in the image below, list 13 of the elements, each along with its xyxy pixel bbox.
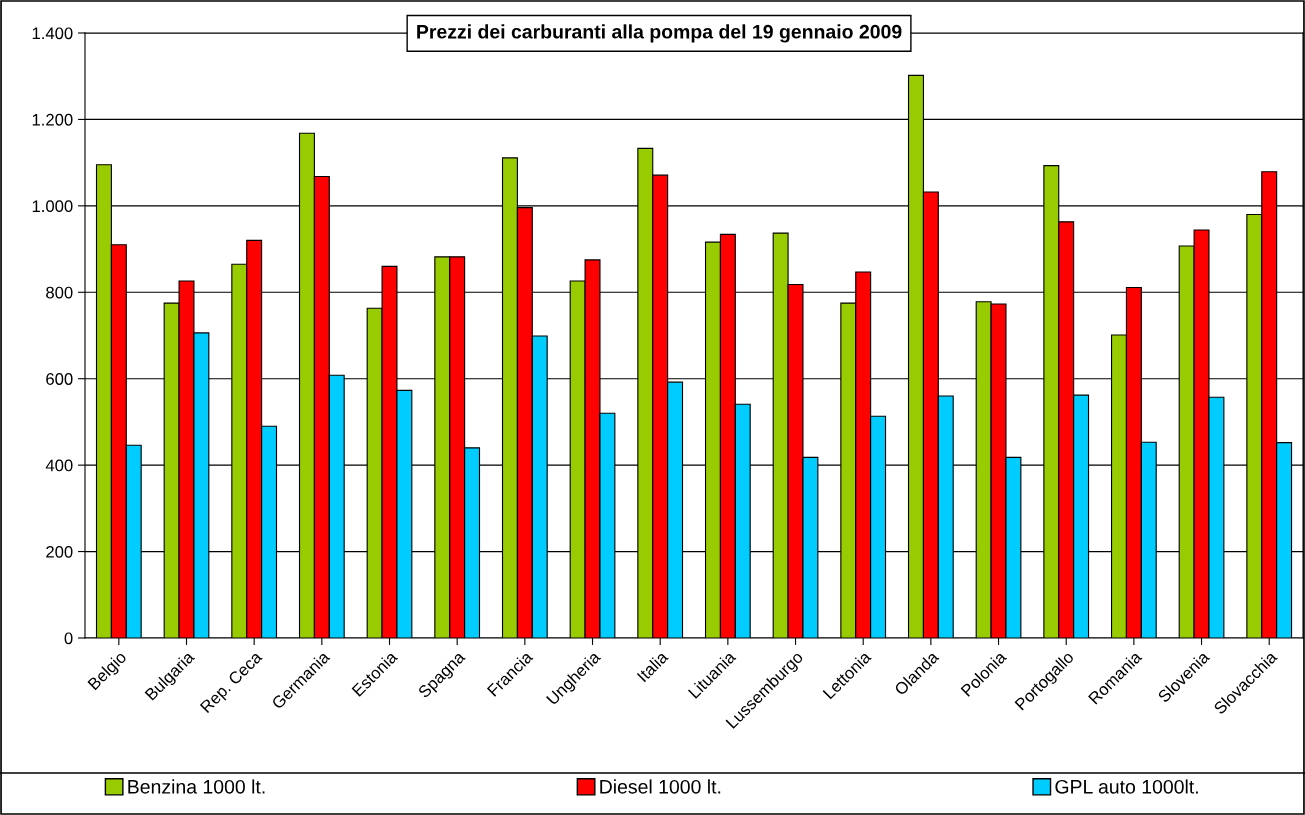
- y-tick-label: 400: [45, 459, 73, 472]
- y-tick-label: 1.200: [32, 113, 73, 126]
- y-tick-label: 200: [46, 545, 73, 558]
- y-tick-label: 600: [46, 373, 73, 385]
- y-tick-label: 1.000: [32, 200, 73, 213]
- chart-title: Prezzi dei carburanti alla pompa del 19 gennaio 2009: [417, 24, 902, 43]
- legend-label: Benzina 1000 lt.: [128, 779, 265, 794]
- y-tick-label: 800: [46, 286, 73, 299]
- y-tick-label: 0: [64, 632, 73, 645]
- y-tick-label: 1.400: [32, 27, 73, 40]
- legend-label: Diesel 1000 lt.: [600, 779, 721, 794]
- x-tick-label: Italia: [636, 649, 669, 683]
- legend-label: GPL auto 1000lt.: [1055, 779, 1198, 794]
